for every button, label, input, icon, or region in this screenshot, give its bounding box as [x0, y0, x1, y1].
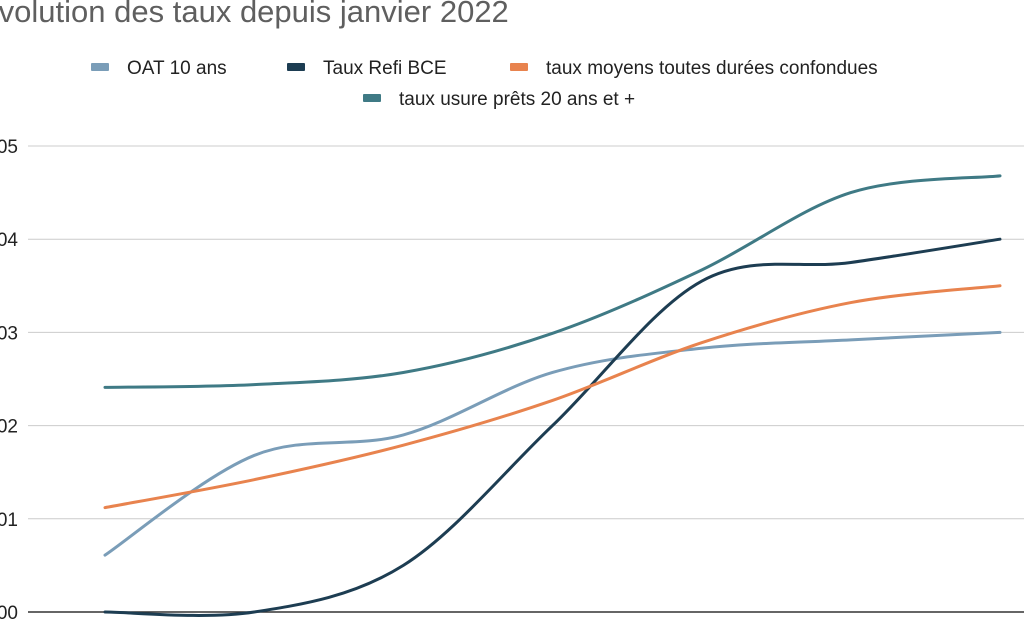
y-tick-label: 0,01: [0, 510, 18, 531]
series-lines: [103, 174, 1002, 617]
series-line: [103, 284, 1002, 510]
legend-label: taux moyens toutes durées confondues: [546, 58, 878, 79]
y-tick-label: 0,04: [0, 230, 18, 251]
y-axis-ticks: 0,00 0,01 0,02 0,03 0,04 0,05: [0, 137, 18, 621]
legend-item[interactable]: taux moyens toutes durées confondues: [510, 58, 878, 79]
legend-item[interactable]: Taux Refi BCE: [287, 58, 447, 79]
legend-label: Taux Refi BCE: [323, 58, 447, 79]
legend-swatch: [91, 63, 109, 71]
legend-swatch: [510, 63, 528, 71]
y-tick-label: 0,05: [0, 137, 18, 158]
gridlines: [28, 145, 1024, 613]
y-tick-label: 0,00: [0, 603, 18, 621]
legend: OAT 10 ans Taux Refi BCE taux moyens toute…: [91, 58, 878, 110]
series-line: [103, 330, 1002, 557]
legend-swatch: [363, 94, 381, 102]
legend-item[interactable]: OAT 10 ans: [91, 58, 227, 79]
y-tick-label: 0,02: [0, 417, 18, 438]
series-line: [103, 174, 1002, 389]
legend-swatch: [287, 63, 305, 71]
y-tick-label: 0,03: [0, 323, 18, 344]
legend-item[interactable]: taux usure prêts 20 ans et +: [363, 89, 635, 110]
series-line: [103, 237, 1002, 617]
legend-label: OAT 10 ans: [127, 58, 227, 79]
legend-label: taux usure prêts 20 ans et +: [399, 89, 635, 110]
chart-title: Évolution des taux depuis janvier 2022: [0, 0, 509, 29]
